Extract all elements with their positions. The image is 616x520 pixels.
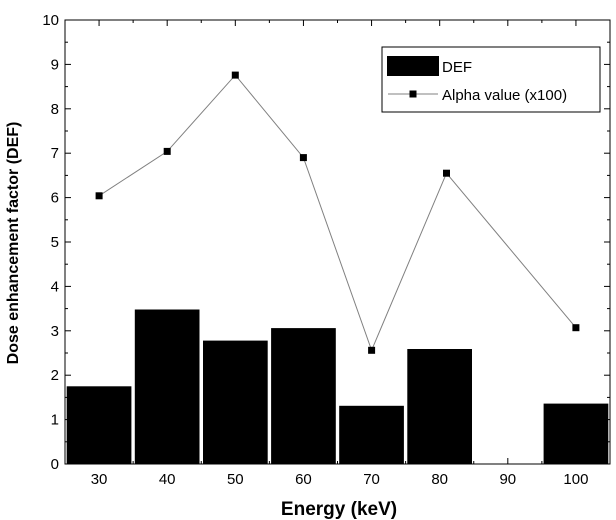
alpha-point bbox=[299, 154, 307, 162]
x-tick-label: 80 bbox=[431, 471, 448, 488]
y-axis-ticks: 0 1 2 3 4 5 6 7 8 9 10 bbox=[42, 12, 610, 473]
def-bar bbox=[271, 328, 336, 464]
alpha-point bbox=[95, 192, 103, 200]
def-bar bbox=[339, 405, 404, 464]
x-tick-label: 100 bbox=[563, 471, 588, 488]
alpha-point bbox=[368, 346, 376, 354]
x-tick-label: 90 bbox=[499, 471, 516, 488]
x-axis-title: Energy (keV) bbox=[281, 499, 397, 520]
x-axis-ticks: 30 40 50 60 70 80 90 100 bbox=[64, 20, 611, 488]
y-tick-label: 9 bbox=[51, 56, 59, 73]
def-bar bbox=[66, 386, 132, 464]
y-tick-label: 2 bbox=[51, 367, 59, 384]
def-bar bbox=[543, 403, 609, 464]
y-tick-label: 10 bbox=[42, 12, 59, 29]
alpha-point bbox=[231, 71, 239, 79]
y-axis-title: Dose enhancement factor (DEF) bbox=[5, 122, 22, 365]
legend-alpha-label: Alpha value (x100) bbox=[442, 87, 567, 104]
x-tick-label: 50 bbox=[227, 471, 244, 488]
alpha-line-series bbox=[95, 71, 580, 354]
legend-def-label: DEF bbox=[442, 59, 472, 76]
legend-alpha-marker bbox=[409, 90, 417, 98]
y-tick-label: 1 bbox=[51, 412, 59, 429]
legend: DEF Alpha value (x100) bbox=[381, 46, 601, 113]
alpha-point bbox=[572, 324, 580, 332]
def-bar bbox=[134, 309, 200, 464]
y-tick-label: 8 bbox=[51, 101, 59, 118]
alpha-line bbox=[98, 74, 577, 352]
alpha-point bbox=[443, 169, 450, 177]
def-bar bbox=[407, 349, 472, 464]
y-tick-label: 7 bbox=[51, 145, 59, 162]
y-tick-label: 0 bbox=[51, 456, 59, 473]
alpha-point bbox=[163, 147, 171, 155]
y-tick-label: 4 bbox=[51, 278, 59, 295]
y-tick-label: 5 bbox=[51, 234, 59, 251]
x-tick-label: 30 bbox=[91, 471, 108, 488]
def-bars bbox=[66, 309, 609, 464]
legend-def-swatch bbox=[387, 56, 439, 76]
y-tick-label: 3 bbox=[51, 323, 59, 340]
x-tick-label: 60 bbox=[295, 471, 312, 488]
y-tick-label: 6 bbox=[51, 190, 59, 207]
def-bar bbox=[203, 340, 268, 464]
x-tick-label: 70 bbox=[363, 471, 380, 488]
x-tick-label: 40 bbox=[159, 471, 176, 488]
